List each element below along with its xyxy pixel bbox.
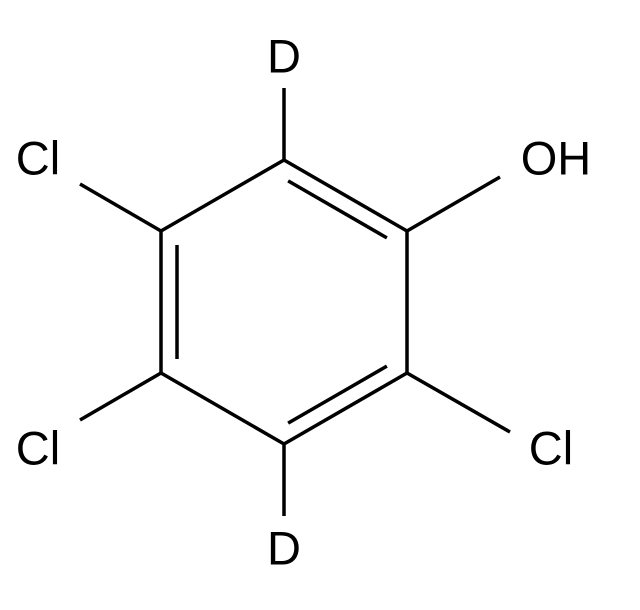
bond <box>80 184 161 231</box>
atom-label: Cl <box>16 422 60 475</box>
atom-label: Cl <box>529 422 573 475</box>
bond <box>161 373 284 444</box>
atom-label: D <box>267 30 301 83</box>
atom-label: Cl <box>16 132 60 185</box>
bond <box>284 160 407 231</box>
bond <box>407 373 510 432</box>
bond <box>80 373 161 420</box>
bond <box>161 160 284 231</box>
atom-label: D <box>267 522 301 575</box>
molecule-diagram: OH Cl D Cl Cl D <box>0 0 640 610</box>
bond <box>284 373 407 444</box>
bond <box>407 177 500 231</box>
atom-label: OH <box>521 132 592 185</box>
